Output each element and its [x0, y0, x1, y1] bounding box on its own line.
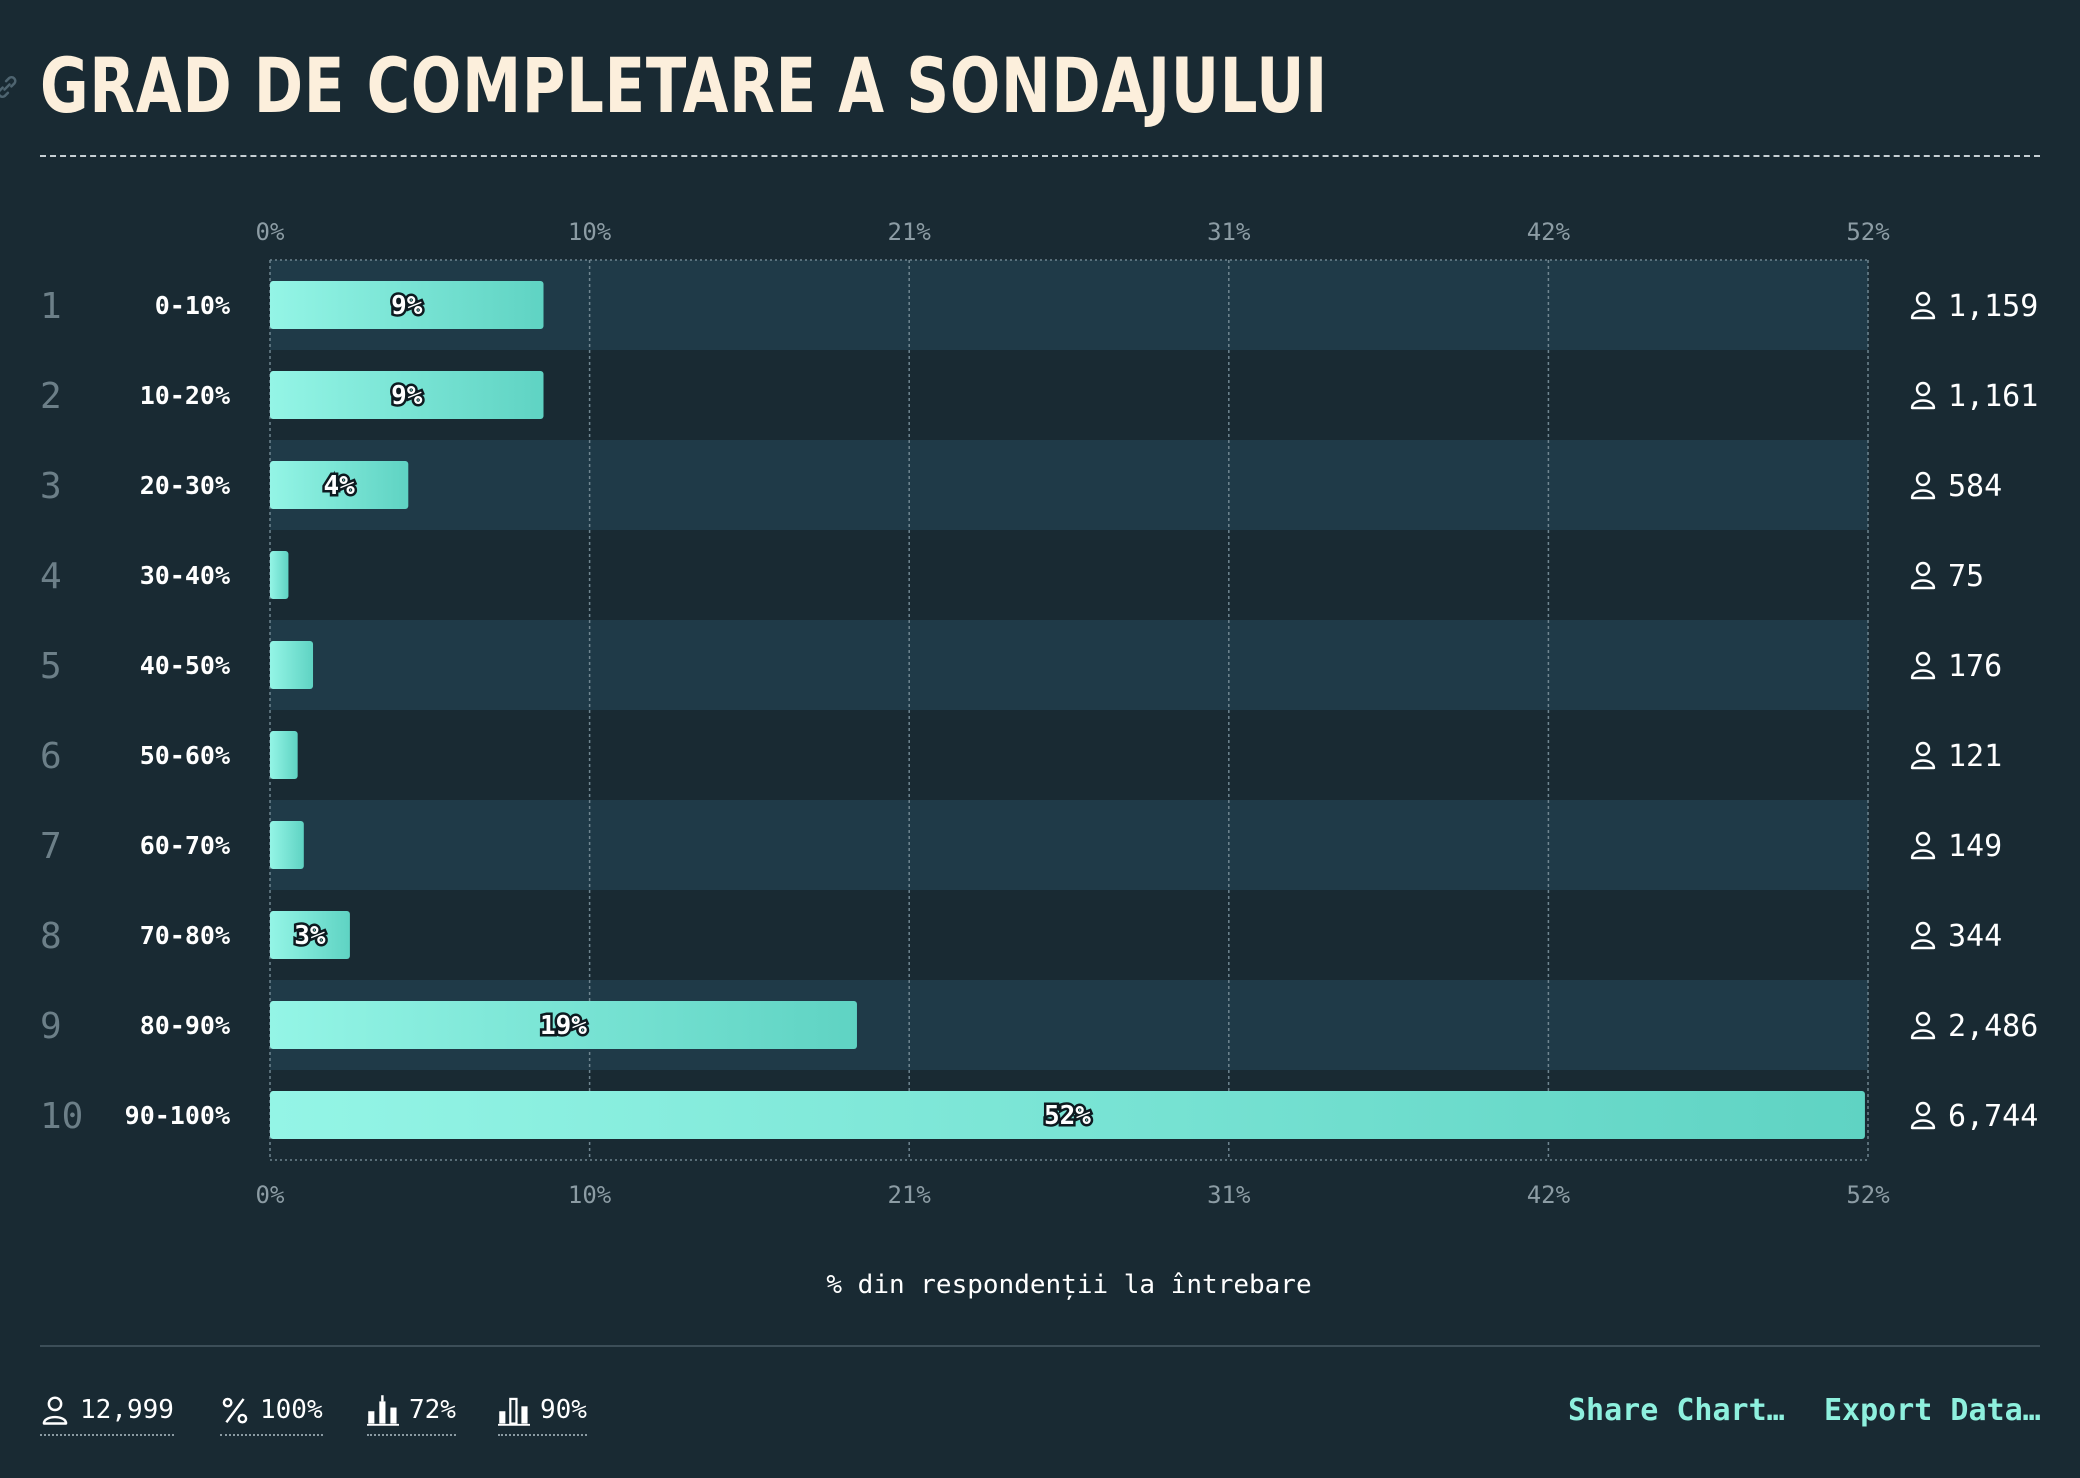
- person-icon: [1910, 921, 1936, 950]
- respondent-count: 121: [1948, 739, 2002, 774]
- category-label: 0-10%: [155, 291, 230, 320]
- export-data-button[interactable]: Export Data…: [1824, 1393, 2041, 1428]
- respondent-count: 176: [1948, 649, 2002, 684]
- x-tick-label-bottom: 10%: [568, 1181, 612, 1209]
- person-icon: [1910, 291, 1936, 320]
- row-rank: 3: [40, 466, 62, 507]
- row-rank: 4: [40, 556, 62, 597]
- x-tick-label-bottom: 52%: [1846, 1181, 1890, 1209]
- category-label: 70-80%: [140, 921, 230, 950]
- category-label: 10-20%: [140, 381, 230, 410]
- x-tick-label-top: 21%: [888, 218, 932, 246]
- bar[interactable]: [270, 461, 409, 509]
- row-rank: 1: [40, 286, 62, 327]
- x-tick-label-bottom: 0%: [256, 1181, 285, 1209]
- row-rank: 5: [40, 646, 62, 687]
- bar[interactable]: [270, 1091, 1865, 1139]
- bar-value-label: 9%: [391, 381, 423, 411]
- person-icon: [1910, 831, 1936, 860]
- bar-value-label: 3%: [294, 921, 326, 951]
- bar[interactable]: [270, 281, 544, 329]
- person-icon: [1910, 651, 1936, 680]
- respondent-count: 2,486: [1948, 1009, 2038, 1044]
- respondent-count: 1,161: [1948, 379, 2038, 414]
- row-rank: 9: [40, 1006, 62, 1047]
- respondents-value: 12,999: [80, 1395, 174, 1425]
- x-tick-label-bottom: 31%: [1207, 1181, 1251, 1209]
- bar[interactable]: [270, 911, 350, 959]
- completion-stat[interactable]: 100%: [220, 1390, 323, 1436]
- respondent-count: 75: [1948, 559, 1984, 594]
- category-label: 50-60%: [140, 741, 230, 770]
- person-icon: [1910, 471, 1936, 500]
- respondent-count: 6,744: [1948, 1099, 2038, 1134]
- bar[interactable]: [270, 821, 304, 869]
- distribution-value: 72%: [409, 1395, 456, 1425]
- respondent-count: 344: [1948, 919, 2002, 954]
- category-label: 80-90%: [140, 1011, 230, 1040]
- x-tick-label-top: 10%: [568, 218, 612, 246]
- x-tick-label-bottom: 42%: [1527, 1181, 1571, 1209]
- bar[interactable]: [270, 551, 289, 599]
- category-label: 40-50%: [140, 651, 230, 680]
- bar-chart: 0% 0% 10% 10% 21% 21% 31% 31% 42% 42% 52% 52% 9% 1 0-1…: [40, 218, 2038, 1300]
- bar[interactable]: [270, 371, 544, 419]
- row-band: [270, 620, 1868, 710]
- bar-value-label: 4%: [323, 471, 355, 501]
- bar-value-label: 52%: [1044, 1101, 1091, 1131]
- category-label: 90-100%: [125, 1101, 230, 1130]
- x-tick-label-top: 52%: [1846, 218, 1890, 246]
- percent-icon: [222, 1397, 248, 1424]
- x-tick-label-top: 31%: [1207, 218, 1251, 246]
- title-divider: [40, 155, 2040, 157]
- x-tick-label-top: 42%: [1527, 218, 1571, 246]
- respondent-count: 149: [1948, 829, 2002, 864]
- category-label: 60-70%: [140, 831, 230, 860]
- person-icon: [42, 1396, 68, 1425]
- chart-title: GRAD DE COMPLETARE A SONDAJULUI: [40, 41, 1328, 130]
- category-label: 30-40%: [140, 561, 230, 590]
- respondents-stat[interactable]: 12,999: [40, 1390, 174, 1436]
- respondent-count: 584: [1948, 469, 2002, 504]
- link-icon[interactable]: [0, 72, 22, 102]
- person-icon: [1910, 561, 1936, 590]
- completion-value: 100%: [260, 1395, 323, 1425]
- row-band: [270, 800, 1868, 890]
- x-tick-label-top: 0%: [256, 218, 285, 246]
- row-rank: 6: [40, 736, 62, 777]
- row-rank: 10: [40, 1096, 83, 1137]
- person-icon: [1910, 1011, 1936, 1040]
- top-bucket-stat[interactable]: 90%: [498, 1390, 587, 1436]
- bar-chart-icon: [498, 1397, 530, 1426]
- row-rank: 8: [40, 916, 62, 957]
- share-chart-button[interactable]: Share Chart…: [1568, 1393, 1785, 1428]
- top-bucket-value: 90%: [540, 1395, 587, 1425]
- bar[interactable]: [270, 641, 314, 689]
- bar-value-label: 19%: [540, 1011, 587, 1041]
- bar[interactable]: [270, 731, 298, 779]
- distribution-stat[interactable]: 72%: [367, 1390, 456, 1436]
- x-axis-label: % din respondenții la întrebare: [826, 1270, 1311, 1300]
- candlestick-icon: [367, 1395, 399, 1426]
- row-band: [270, 440, 1868, 530]
- row-rank: 2: [40, 376, 62, 417]
- bar[interactable]: [270, 1001, 857, 1049]
- footer-divider: [40, 1345, 2040, 1347]
- person-icon: [1910, 381, 1936, 410]
- row-rank: 7: [40, 826, 62, 867]
- person-icon: [1910, 1101, 1936, 1130]
- x-tick-label-bottom: 21%: [888, 1181, 932, 1209]
- bar-value-label: 9%: [391, 291, 423, 321]
- person-icon: [1910, 741, 1936, 770]
- respondent-count: 1,159: [1948, 289, 2038, 324]
- category-label: 20-30%: [140, 471, 230, 500]
